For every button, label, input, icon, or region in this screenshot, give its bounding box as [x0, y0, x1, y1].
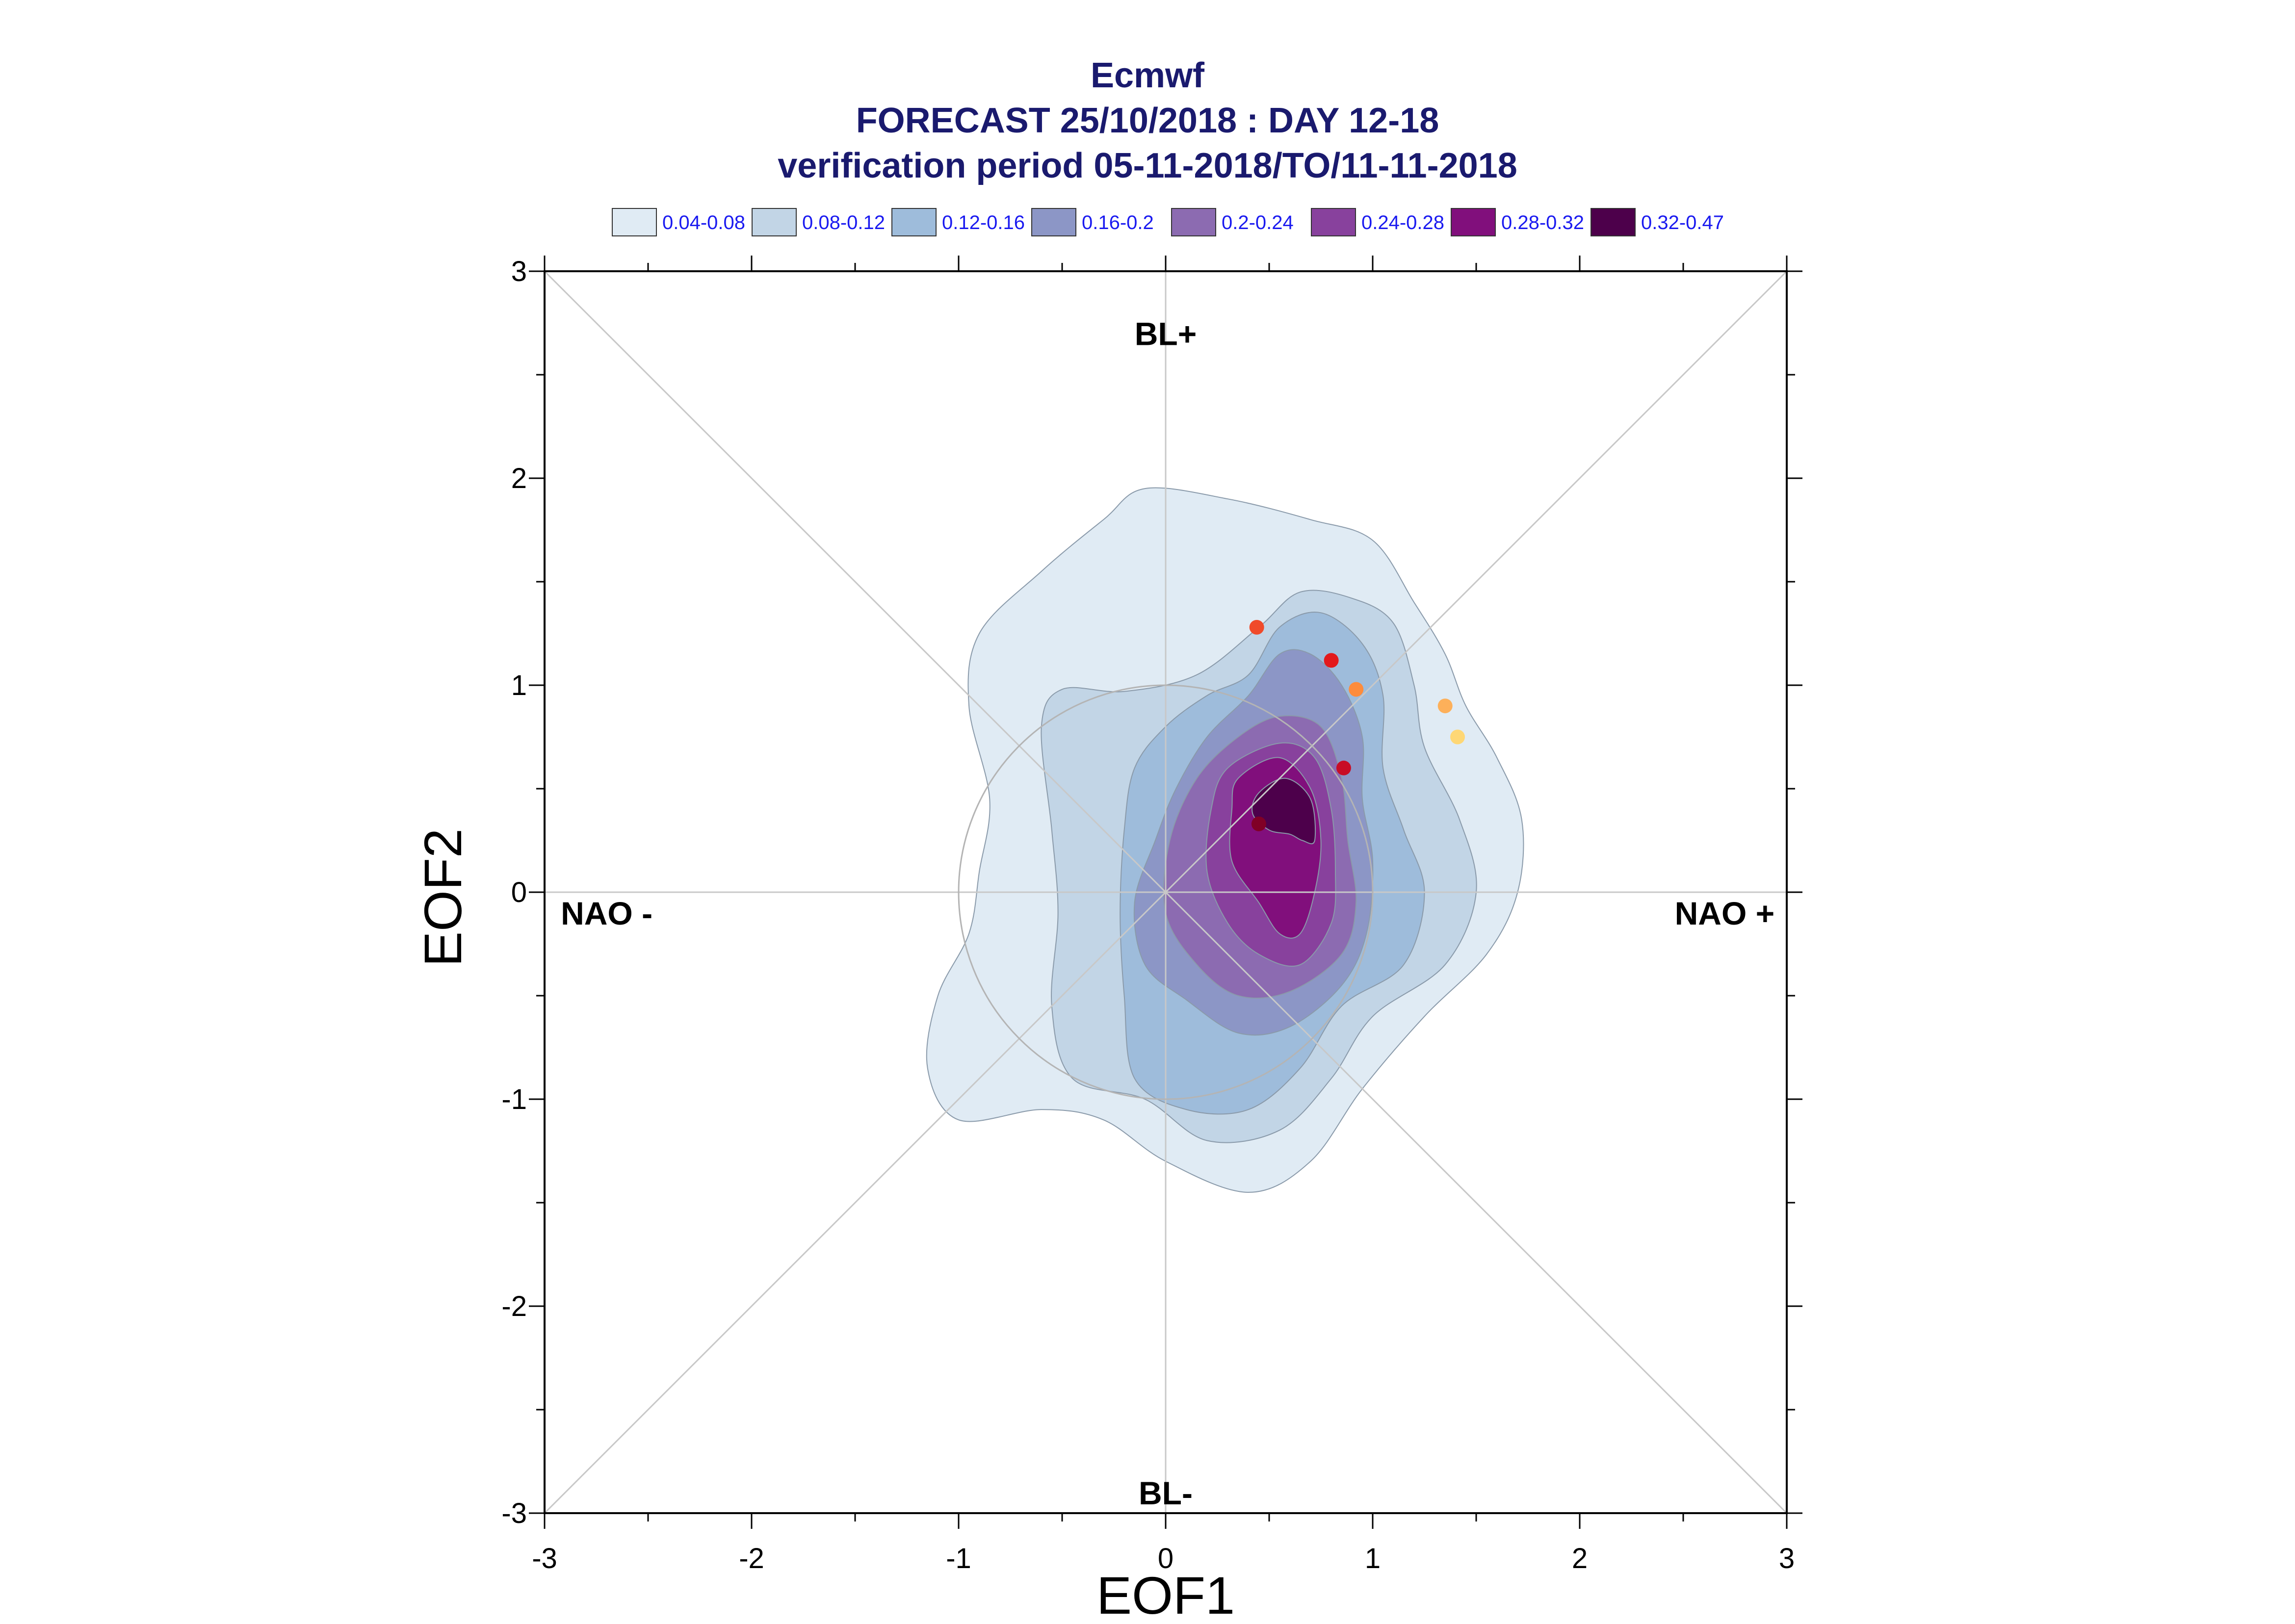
legend-label: 0.28-0.32: [1501, 212, 1584, 233]
ensemble-point: [1349, 682, 1364, 697]
legend-swatch: [1591, 208, 1636, 236]
regime-label: BL-: [1139, 1475, 1193, 1511]
ensemble-points: [1249, 619, 1465, 831]
x-tick-label: -2: [739, 1543, 764, 1574]
legend-label: 0.04-0.08: [662, 212, 745, 233]
legend-label: 0.08-0.12: [802, 212, 885, 233]
y-tick-label: -1: [501, 1083, 527, 1115]
ensemble-point: [1450, 729, 1465, 745]
legend-swatch: [752, 208, 797, 236]
y-tick-label: -3: [501, 1497, 527, 1529]
legend-swatch: [1031, 208, 1076, 236]
legend-swatch: [1171, 208, 1216, 236]
x-tick-label: -3: [532, 1543, 557, 1574]
ensemble-point: [1251, 816, 1266, 831]
regime-labels: BL+ BL- NAO - NAO +: [561, 316, 1774, 1511]
x-tick-label: -1: [946, 1543, 971, 1574]
y-axis-label: EOF2: [413, 828, 472, 967]
ensemble-point: [1324, 653, 1339, 668]
x-axis-label: EOF1: [1096, 1566, 1235, 1624]
ensemble-point: [1336, 760, 1351, 775]
legend-label: 0.32-0.47: [1641, 212, 1724, 233]
chart-subtitle-line-1: FORECAST 25/10/2018 : DAY 12-18: [856, 101, 1439, 140]
ensemble-point: [1249, 619, 1264, 635]
legend-label: 0.16-0.2: [1082, 212, 1154, 233]
y-tick-label: 2: [511, 463, 527, 494]
y-tick-label: 1: [511, 670, 527, 701]
legend: 0.04-0.08 0.08-0.12 0.12-0.16 0.16-0.2 0.2-0…: [612, 208, 1724, 236]
x-tick-label: 1: [1365, 1543, 1381, 1574]
legend-swatch: [1451, 208, 1496, 236]
chart-title-block: Ecmwf FORECAST 25/10/2018 : DAY 12-18 ve…: [778, 56, 1517, 185]
legend-label: 0.12-0.16: [942, 212, 1025, 233]
legend-swatch: [891, 208, 937, 236]
plot-area: -3 -2 -1 0 1 2 3 -3 -2 -1 0 1 2 3 BL+ BL- NAO - NAO +: [501, 256, 1802, 1574]
legend-label: 0.2-0.24: [1222, 212, 1294, 233]
x-tick-label: 0: [1158, 1543, 1174, 1574]
y-tick-label: 0: [511, 876, 527, 908]
y-tick-label: 3: [511, 256, 527, 287]
chart-subtitle-line-2: verification period 05-11-2018/TO/11-11-…: [778, 146, 1517, 185]
reference-lines: [544, 270, 1788, 1514]
density-contours: [926, 487, 1524, 1193]
ensemble-point: [1437, 698, 1453, 714]
regime-label: NAO +: [1675, 895, 1775, 931]
y-tick-label: -2: [501, 1290, 527, 1322]
legend-label: 0.24-0.28: [1361, 212, 1444, 233]
regime-label: NAO -: [561, 895, 652, 931]
x-tick-label: 3: [1779, 1543, 1795, 1574]
regime-label: BL+: [1135, 316, 1197, 352]
axis-ticks: -3 -2 -1 0 1 2 3 -3 -2 -1 0 1 2 3: [501, 256, 1802, 1574]
chart-title: Ecmwf: [1091, 56, 1205, 95]
x-tick-label: 2: [1572, 1543, 1588, 1574]
legend-swatch: [1311, 208, 1356, 236]
reference-circle: [958, 684, 1374, 1100]
legend-swatch: [612, 208, 657, 236]
